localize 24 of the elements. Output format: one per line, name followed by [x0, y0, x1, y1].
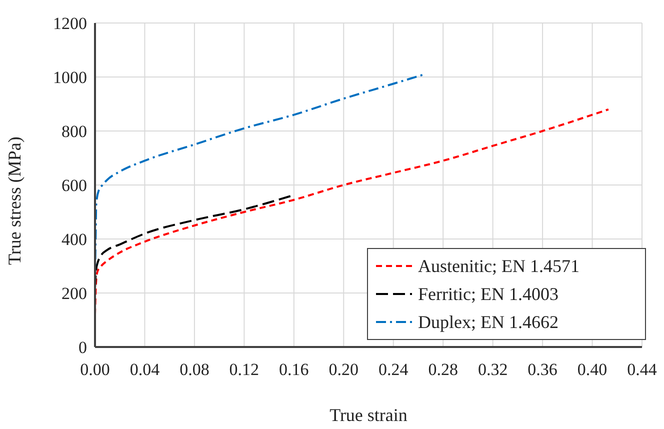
y-tick-label: 200: [62, 284, 87, 304]
x-tick-label: 0.04: [130, 360, 160, 380]
x-tick-label: 0.08: [180, 360, 210, 380]
x-tick-label: 0.00: [80, 360, 110, 380]
x-tick-label: 0.44: [627, 360, 658, 380]
y-tick-label: 0: [78, 338, 87, 358]
y-tick-label: 600: [62, 176, 87, 196]
x-tick-label: 0.36: [528, 360, 558, 380]
legend-label: Duplex; EN 1.4662: [418, 311, 558, 334]
x-tick-label: 0.12: [229, 360, 260, 380]
y-tick-label: 400: [62, 230, 87, 250]
x-tick-label: 0.24: [378, 360, 409, 380]
x-tick-label: 0.28: [428, 360, 458, 380]
x-tick-label: 0.32: [478, 360, 508, 380]
legend-label: Ferritic; EN 1.4003: [418, 283, 558, 306]
x-tick-label: 0.20: [328, 360, 359, 380]
y-tick-label: 1000: [53, 68, 87, 88]
legend-label: Austenitic; EN 1.4571: [418, 255, 580, 278]
x-axis-title: True strain: [330, 405, 408, 425]
y-tick-label: 1200: [53, 14, 87, 34]
y-tick-label: 800: [62, 122, 87, 142]
x-tick-label: 0.40: [577, 360, 608, 380]
x-tick-label: 0.16: [279, 360, 309, 380]
y-axis-title: True stress (MPa): [4, 136, 24, 265]
